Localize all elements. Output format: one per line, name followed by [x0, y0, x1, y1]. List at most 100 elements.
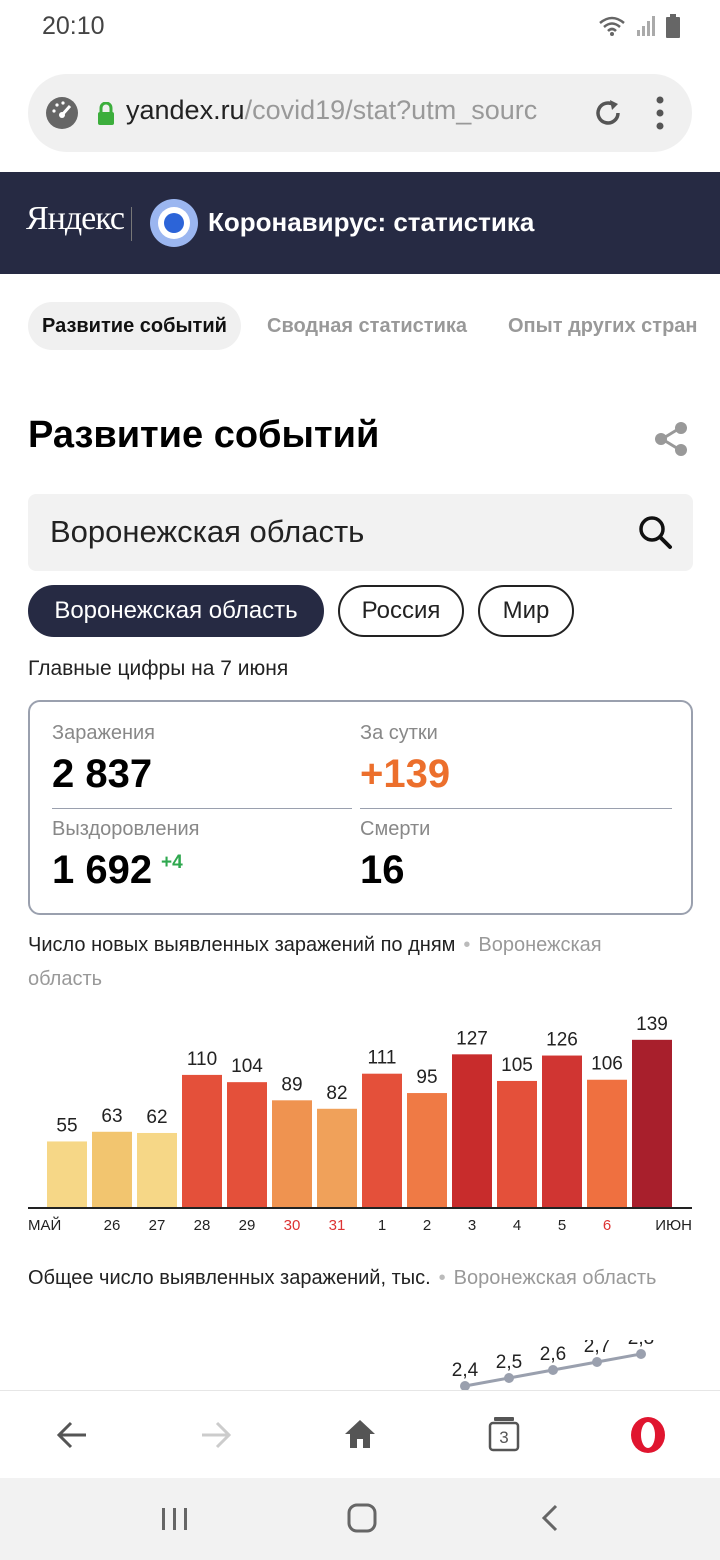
recent-apps-icon[interactable]: [160, 1506, 190, 1532]
bar-value-label: 104: [231, 1056, 263, 1077]
bar-value-label: 55: [56, 1115, 77, 1136]
x-tick-label: 2: [423, 1217, 431, 1234]
tab-summary[interactable]: Сводная статистика: [267, 315, 468, 337]
bar-value-label: 106: [591, 1054, 623, 1075]
tab-other-countries[interactable]: Опыт других стран: [508, 315, 698, 337]
day-label: За сутки: [360, 722, 438, 744]
total-value-label: 2,4: [452, 1360, 479, 1381]
system-home-icon[interactable]: [347, 1503, 377, 1533]
covid-logo-icon: [150, 199, 198, 247]
total-point: [504, 1373, 514, 1383]
opera-menu-icon[interactable]: [629, 1416, 667, 1454]
day-value: +139: [360, 752, 451, 796]
address-bar[interactable]: yandex.ru/covid19/stat?utm_sourc: [28, 74, 692, 152]
system-nav-bar: [0, 1478, 720, 1560]
bar: [317, 1108, 357, 1208]
x-tick-label: 26: [104, 1217, 121, 1234]
x-tick-label: 5: [558, 1217, 566, 1234]
chart2-title: Общее число выявленных заражений, тыс. • В…: [28, 1267, 657, 1289]
lock-icon: [98, 102, 114, 125]
bar-value-label: 127: [456, 1028, 488, 1049]
bar-value-label: 95: [416, 1067, 437, 1088]
region-pill-world[interactable]: Мир: [478, 585, 574, 637]
system-back-icon[interactable]: [540, 1504, 560, 1532]
chart1-title-region[interactable]: Воронежская область: [28, 934, 602, 990]
chart2-title-text: Общее число выявленных заражений, тыс.: [28, 1267, 431, 1289]
url-host: yandex.ru: [126, 95, 245, 125]
stats-card: Заражения 2 837 За сутки +139 Выздоровле…: [28, 700, 693, 915]
header-title: Коронавирус: статистика: [208, 207, 535, 237]
tab-development[interactable]: Развитие событий: [28, 302, 241, 350]
bar: [452, 1054, 492, 1208]
total-point: [592, 1357, 602, 1367]
status-bar: 20:10: [0, 0, 720, 52]
signal-icon: [637, 16, 655, 36]
bar: [542, 1055, 582, 1208]
search-icon[interactable]: [637, 514, 673, 550]
yandex-logo[interactable]: Яндекс: [26, 200, 125, 237]
search-value[interactable]: Воронежская область: [50, 514, 365, 549]
x-tick-label: МАЙ: [28, 1216, 61, 1234]
region-pill-voronezh[interactable]: Воронежская область: [28, 585, 324, 637]
bar-value-label: 105: [501, 1055, 533, 1076]
url-text[interactable]: yandex.ru/covid19/stat?utm_sourc: [126, 95, 576, 126]
tabs-icon: [488, 1417, 520, 1452]
chart2-title-region[interactable]: Воронежская область: [453, 1267, 657, 1289]
main-figures-label: Главные цифры на 7 июня: [28, 657, 289, 680]
header-divider: [131, 207, 132, 241]
url-path: /covid19/stat?utm_sourc: [244, 95, 538, 125]
wifi-icon: [599, 16, 625, 36]
bar: [362, 1073, 402, 1208]
bar: [227, 1082, 267, 1208]
speed-dial-icon[interactable]: [44, 95, 80, 131]
bar-value-label: 126: [546, 1030, 578, 1051]
total-point: [460, 1381, 470, 1390]
back-arrow-icon[interactable]: [56, 1420, 88, 1450]
x-tick-label: 6: [603, 1217, 611, 1234]
bar: [137, 1132, 177, 1208]
bar: [632, 1039, 672, 1208]
bar: [92, 1131, 132, 1208]
reload-icon[interactable]: [592, 97, 624, 129]
site-header: Яндекс Коронавирус: статистика: [0, 172, 720, 274]
deaths-label: Смерти: [360, 818, 431, 840]
recovered-delta: +4: [161, 852, 183, 873]
total-value-label: 2,6: [540, 1344, 566, 1365]
x-tick-label: 3: [468, 1217, 476, 1234]
x-tick-label: 29: [239, 1217, 256, 1234]
total-point: [548, 1365, 558, 1375]
bar-value-label: 111: [368, 1048, 397, 1069]
share-icon[interactable]: [654, 421, 688, 457]
chart1-title-text: Число новых выявленных заражений по дням: [28, 934, 456, 956]
battery-icon: [666, 14, 680, 38]
card-divider-left: [52, 808, 352, 809]
x-tick-label: 27: [149, 1217, 166, 1234]
bar: [497, 1080, 537, 1208]
bar-value-label: 62: [146, 1107, 167, 1128]
x-tick-label: 31: [329, 1217, 346, 1234]
recovered-value: 1 692: [52, 848, 153, 892]
bar: [407, 1093, 447, 1208]
bar-value-label: 82: [326, 1083, 347, 1104]
chart1-title: Число новых выявленных заражений по дням…: [28, 934, 602, 990]
forward-arrow-icon[interactable]: [200, 1420, 232, 1450]
browser-bottom-bar: 3: [0, 1390, 720, 1478]
region-pill-russia[interactable]: Россия: [338, 585, 464, 637]
bar: [272, 1100, 312, 1208]
region-search-field[interactable]: Воронежская область: [28, 494, 693, 571]
total-point: [636, 1349, 646, 1359]
x-tick-label: 28: [194, 1217, 211, 1234]
infections-label: Заражения: [52, 722, 155, 744]
bar: [47, 1141, 87, 1208]
total-value-label: 2,5: [496, 1352, 522, 1373]
tabs-button[interactable]: 3: [488, 1416, 520, 1452]
home-icon[interactable]: [343, 1418, 377, 1450]
total-infections-chart: 2,4 2,5 2,6 2,7 2,8: [452, 1340, 654, 1390]
x-tick-label: 30: [284, 1217, 301, 1234]
total-value-label: 2,7: [584, 1340, 610, 1357]
page-title: Развитие событий: [28, 414, 380, 456]
more-vert-icon[interactable]: [654, 96, 666, 130]
x-tick-label: ИЮН: [655, 1217, 692, 1234]
bar-value-label: 110: [187, 1049, 217, 1070]
